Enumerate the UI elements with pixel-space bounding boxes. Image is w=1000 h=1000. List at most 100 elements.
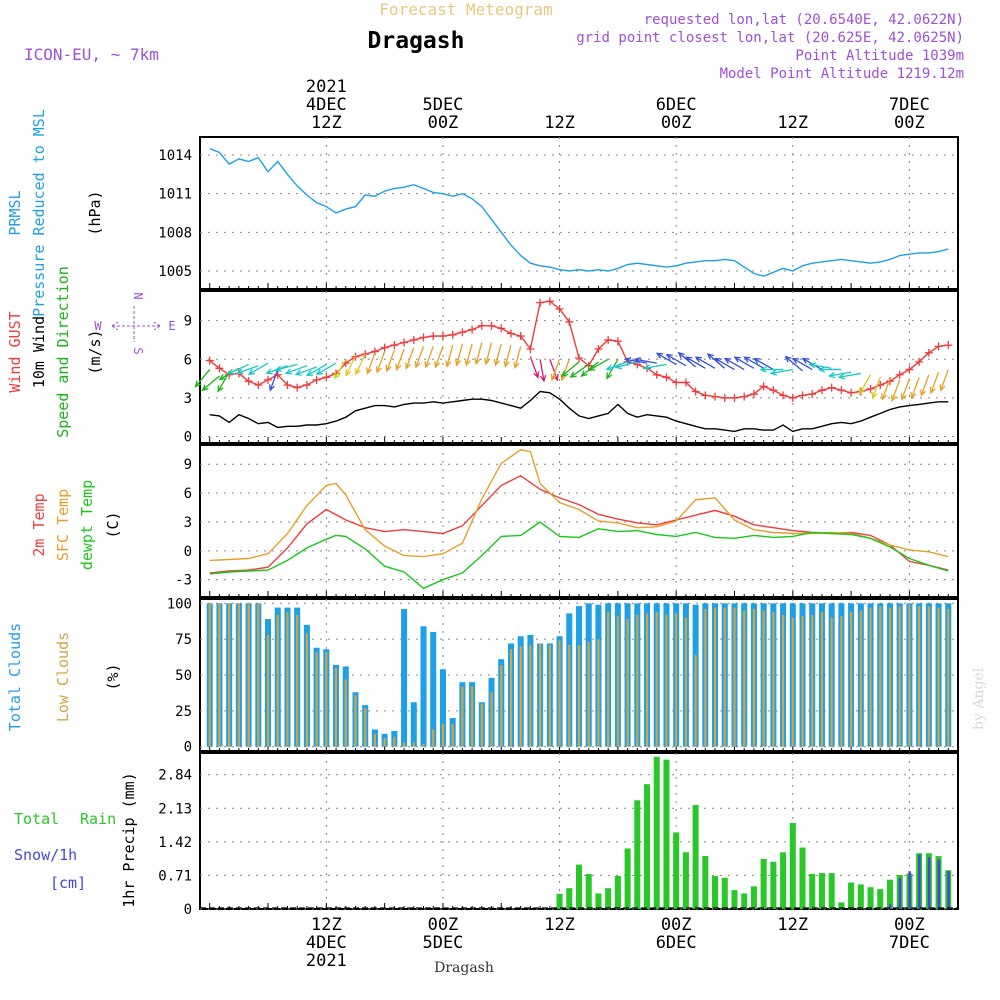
gust-marker <box>759 382 768 391</box>
rain-bar <box>614 875 621 909</box>
wind-direction-arrow <box>504 344 512 367</box>
wind-direction-arrow <box>625 358 648 364</box>
low-cloud-bar <box>471 686 474 747</box>
gust-marker <box>555 305 564 314</box>
low-cloud-bar <box>441 723 445 747</box>
wind-arrowhead <box>414 361 421 369</box>
wind-arrowhead <box>684 356 693 363</box>
wind-arrowhead <box>580 370 588 377</box>
wind-direction-arrow <box>228 363 249 375</box>
clouds-axis-label: Total Clouds <box>6 623 24 731</box>
wind-direction-arrow <box>734 356 755 369</box>
low-cloud-bar <box>490 692 493 747</box>
wind-ytick-label: 0 <box>184 430 192 446</box>
gust-marker <box>565 317 574 326</box>
wind-direction-arrow <box>839 372 861 378</box>
wind-direction-arrow <box>345 355 357 376</box>
wind-series-10m-wind <box>209 390 949 433</box>
wind-arrowhead <box>614 363 623 370</box>
low-cloud-bar <box>898 606 901 747</box>
rain-bar <box>838 902 845 909</box>
wind-panel: 0 3 6 9 <box>184 290 959 446</box>
top-time-label: 5DEC <box>422 95 463 115</box>
gust-marker <box>516 332 525 341</box>
wind-direction-arrow <box>475 342 483 364</box>
watermark: by Angel <box>971 667 987 730</box>
rain-bar <box>673 832 680 909</box>
rain-bar <box>731 890 738 909</box>
rain-bar <box>867 887 874 909</box>
gust-marker <box>701 391 710 400</box>
wind-arrowhead <box>881 393 888 401</box>
clouds-axis-label: (%) <box>104 663 122 690</box>
wind-arrowhead <box>723 357 732 364</box>
wind-direction-arrow <box>792 358 813 371</box>
rain-bar <box>595 893 602 909</box>
low-cloud-bar <box>636 614 639 747</box>
wind-arrowhead <box>890 394 897 402</box>
precip-panel: 0 0.71 1.42 2.13 2.84 <box>158 752 959 918</box>
temperature-series-dewpt-temp <box>209 521 949 590</box>
wind-arrowhead <box>910 391 917 400</box>
low-cloud-bar <box>655 611 658 747</box>
wind-direction-arrow <box>237 365 259 374</box>
low-cloud-bar <box>626 619 629 747</box>
rain-bar <box>663 759 670 909</box>
low-cloud-bar <box>315 652 318 747</box>
low-cloud-bar <box>296 614 299 747</box>
wind-arrowhead <box>605 364 613 371</box>
left-panel-labels: PRMSL Pressure Reduced to MSL (hPa) Wind GU… <box>6 109 176 908</box>
wind-arrowhead <box>454 359 462 367</box>
rain-bar <box>634 800 641 909</box>
precip-ytick-label: 2.84 <box>158 768 192 784</box>
low-cloud-bar <box>237 603 240 747</box>
low-cloud-bar <box>762 610 765 747</box>
low-cloud-bar <box>266 634 270 747</box>
temperature-frame <box>199 444 959 598</box>
rain-bar <box>644 784 651 909</box>
low-cloud-bar <box>947 609 950 747</box>
top-time-label: 00Z <box>428 113 459 133</box>
low-cloud-bar <box>840 616 843 747</box>
wind-direction-arrow <box>666 354 687 367</box>
wind-direction-arrow <box>286 365 308 374</box>
gust-marker <box>866 384 875 393</box>
precip-ytick-label: 1.42 <box>158 835 192 851</box>
wind-arrowhead <box>227 368 235 375</box>
wind-arrowhead <box>493 359 500 367</box>
snow-bar <box>918 854 921 909</box>
wind-arrowhead <box>533 371 540 379</box>
low-cloud-bar <box>713 607 717 747</box>
total-cloud-bar <box>420 626 427 747</box>
wind-arrowhead <box>561 370 569 377</box>
wind-arrowhead <box>334 372 341 380</box>
wind-arrowhead <box>247 368 256 375</box>
wind-arrowhead <box>464 359 471 367</box>
low-cloud-bar <box>811 614 814 747</box>
pressure-ytick-label: 1011 <box>158 187 192 203</box>
wind-direction-arrow <box>634 358 657 364</box>
low-cloud-bar <box>879 606 882 747</box>
gust-marker <box>429 332 438 341</box>
gust-marker <box>322 373 331 382</box>
gust-marker <box>273 370 282 379</box>
wind-arrowhead <box>217 385 224 393</box>
gust-marker <box>448 330 457 339</box>
rain-bar <box>575 864 583 909</box>
low-cloud-bar <box>325 652 328 747</box>
wind-arrowhead <box>837 373 846 380</box>
wind-direction-arrow <box>275 363 298 371</box>
gust-marker <box>808 390 817 399</box>
wind-arrowhead <box>858 387 865 396</box>
wind-arrowhead <box>484 357 491 366</box>
wind-direction-arrow <box>306 363 327 376</box>
location-title: Dragash <box>368 28 465 54</box>
gust-marker <box>730 393 739 402</box>
low-cloud-bar <box>801 616 804 747</box>
low-cloud-bar <box>509 649 513 747</box>
gust-marker <box>662 373 671 382</box>
compass-west: W <box>94 319 102 333</box>
wind-ytick-label: 6 <box>184 352 192 368</box>
rain-bar <box>877 889 884 909</box>
total-cloud-bar <box>401 609 408 747</box>
